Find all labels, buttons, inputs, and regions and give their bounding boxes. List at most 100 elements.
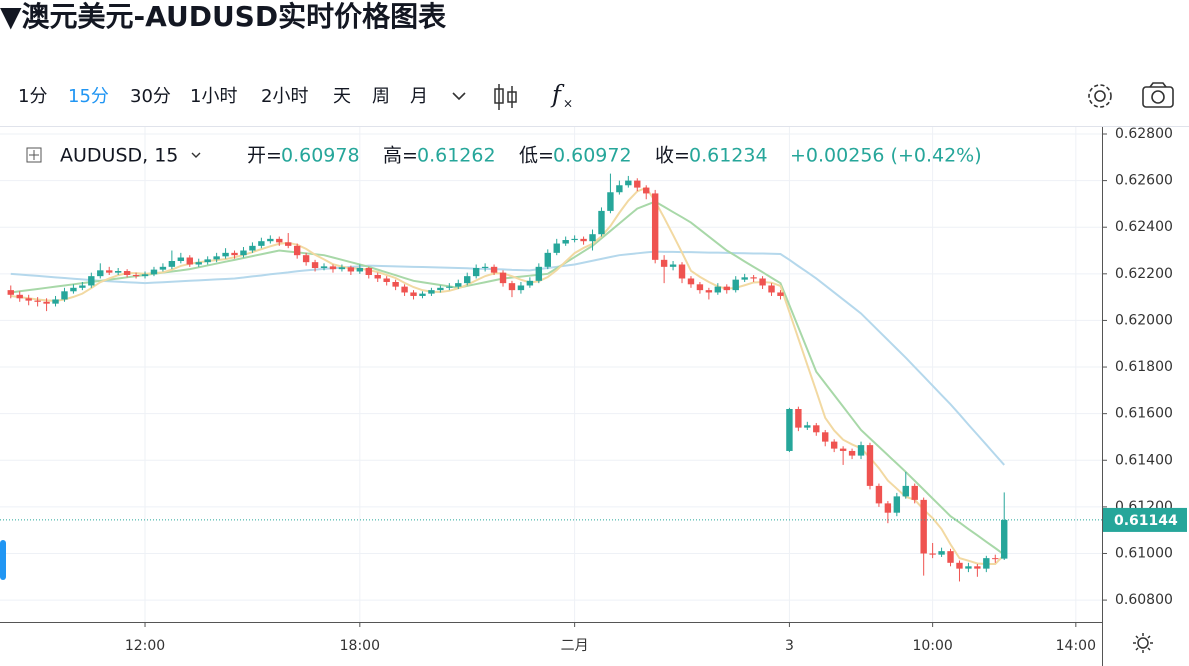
legend-toggle[interactable] [26, 147, 42, 163]
y-tick-label: 0.61000 [1115, 545, 1173, 561]
candle-body [249, 245, 256, 251]
candle-body [168, 261, 176, 267]
toolbar: 1分 15分 30分 1小时 2小时 天 周 月 [18, 86, 428, 107]
candle-body [660, 259, 668, 267]
candle-body [70, 287, 77, 292]
candle-body [777, 292, 784, 296]
more-intervals[interactable] [452, 92, 466, 101]
candle-body [607, 192, 614, 211]
candle-body [544, 252, 551, 267]
snapshot-button[interactable] [1142, 82, 1174, 108]
grid [0, 127, 1102, 622]
candle-body [571, 238, 578, 241]
candle-body [347, 267, 355, 272]
candle-body [490, 266, 498, 273]
x-tick-label: 10:00 [912, 638, 952, 654]
candle-body [553, 243, 560, 253]
candle-body [141, 274, 149, 277]
candle-body [714, 286, 722, 293]
candle-body [222, 252, 229, 257]
last-price-label: 0.61144 [1114, 513, 1178, 529]
interval-button[interactable]: 周 [372, 86, 390, 107]
candle-body [52, 299, 59, 304]
candle-body [920, 499, 927, 554]
candle-body [231, 252, 238, 256]
x-tick-label: 14:00 [1056, 638, 1096, 654]
candle-body [723, 286, 730, 291]
moving-average-line [10, 200, 1005, 556]
candle-body [499, 272, 507, 284]
candle-body [857, 445, 865, 456]
legend-change: +0.00256 (+0.42%) [790, 145, 982, 167]
candle-body [875, 485, 883, 504]
moving-average-line [10, 250, 1005, 466]
candle-body [965, 566, 972, 569]
settings-button[interactable] [1088, 84, 1112, 108]
candle-body [195, 262, 202, 265]
candle-body [643, 187, 650, 194]
candle-body [240, 250, 247, 256]
symbol-chevron[interactable] [191, 152, 201, 158]
symbol[interactable]: AUDUSD, 15 [60, 145, 178, 167]
interval-button[interactable]: 1小时 [190, 86, 237, 107]
candle-body [293, 245, 301, 256]
candle-body [678, 264, 686, 279]
candle-body [517, 285, 525, 291]
interval-button[interactable]: 2小时 [261, 86, 308, 107]
interval-button[interactable]: 1分 [18, 86, 47, 107]
candle-body [580, 238, 587, 242]
candle-body [526, 280, 534, 286]
x-tick-label: 二月 [561, 638, 589, 654]
candle-body [276, 238, 283, 243]
candle-body [696, 284, 704, 291]
interval-button[interactable]: 天 [333, 86, 351, 107]
candle-body [481, 266, 489, 268]
candle-body [88, 276, 95, 286]
candle-body [79, 285, 86, 288]
candle-body [839, 448, 847, 451]
candle-body [813, 425, 820, 433]
time-axis-settings[interactable] [1133, 633, 1153, 653]
candle-body [392, 281, 399, 287]
moving-average-line [10, 186, 1005, 565]
candle-body [1001, 519, 1008, 559]
candle-body [750, 277, 757, 279]
candle-body [410, 292, 417, 296]
side-tab[interactable] [0, 540, 6, 580]
candle-body [616, 185, 623, 193]
legend-label: 开= [247, 145, 282, 167]
candle-body [16, 294, 23, 299]
candle-body [43, 301, 50, 304]
candle-body [929, 553, 936, 555]
candle-body [177, 257, 185, 262]
candle-body [786, 408, 793, 451]
candle-body [356, 267, 364, 272]
interval-button[interactable]: 15分 [68, 86, 109, 107]
candle-body [508, 283, 516, 291]
plot [0, 173, 1102, 582]
candle-body [562, 240, 569, 244]
candle-body [866, 445, 874, 486]
chart-style-button[interactable] [494, 84, 517, 110]
candle-body [34, 300, 41, 302]
candle-body [419, 293, 426, 296]
candle-body [947, 551, 954, 563]
interval-button[interactable]: 月 [410, 86, 428, 107]
candle-body [651, 193, 659, 260]
legend-label: 高= [383, 145, 418, 167]
candle-body [669, 264, 677, 267]
candle-body [938, 551, 945, 555]
candle-body [401, 286, 408, 293]
candle-body [625, 180, 632, 186]
legend-value: 0.60972 [553, 145, 632, 167]
candle-body [383, 278, 390, 282]
candle-body [902, 485, 909, 497]
y-tick-label: 0.62200 [1115, 266, 1173, 282]
candle-body [472, 267, 480, 277]
interval-button[interactable]: 30分 [130, 86, 171, 107]
y-tick-label: 0.62000 [1115, 312, 1173, 328]
candle-body [804, 425, 811, 428]
candle-body [365, 267, 372, 275]
